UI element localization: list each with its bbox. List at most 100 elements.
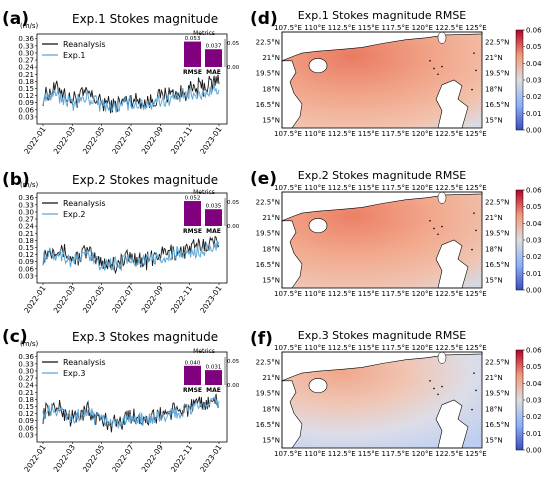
y-tick-label: 0.36 — [18, 194, 34, 202]
metrics-title: Metrics — [193, 30, 215, 37]
metrics-tick-label: 0.05 — [227, 359, 240, 365]
land-luzon — [435, 79, 469, 129]
colorbar-tick-label: 0.00 — [526, 287, 542, 295]
panel-letter: (e) — [250, 169, 277, 189]
metrics-tick-label: 0.00 — [227, 224, 240, 230]
island-marker — [475, 69, 477, 72]
lat-tick-label-right: 15°N — [485, 277, 503, 285]
panel-letter: (f) — [250, 329, 273, 349]
lon-tick-label-top: 120°E — [412, 344, 433, 352]
island-marker — [475, 229, 477, 232]
land-luzon — [435, 399, 469, 449]
y-tick-label: 0.03 — [18, 431, 34, 439]
lon-tick-label-top: 117.5°E — [381, 24, 409, 32]
colorbar-tick-label: 0.02 — [526, 413, 542, 421]
colorbar-tick-label: 0.03 — [526, 397, 542, 405]
island-marker — [441, 385, 443, 388]
x-tick-label: 2022-07 — [110, 284, 135, 315]
y-tick-label: 0.21 — [18, 71, 34, 79]
lon-tick-label-bottom: 117.5°E — [381, 130, 409, 138]
y-tick-label: 0.30 — [18, 367, 34, 375]
lon-tick-label-bottom: 115°E — [358, 130, 379, 138]
lon-tick-label-bottom: 107.5°E — [274, 130, 302, 138]
lon-tick-label-top: 117.5°E — [381, 344, 409, 352]
line-panel-2: (b) Exp.2 Stokes magnitude(m/s)0.360.330.… — [2, 170, 240, 315]
island-marker — [471, 88, 473, 91]
x-tick-label: 2022-01 — [22, 284, 47, 315]
map-frame — [281, 31, 483, 129]
land-hainan — [308, 218, 328, 234]
land-luzon — [435, 239, 469, 289]
y-unit-label: (m/s) — [20, 181, 39, 189]
lat-tick-label-right: 19.5°N — [485, 390, 509, 398]
lon-tick-label-top: 122.5°E — [435, 24, 463, 32]
y-tick-label: 0.36 — [18, 35, 34, 43]
lon-tick-label-bottom: 115°E — [358, 450, 379, 458]
legend-label: Reanalysis — [63, 358, 106, 367]
y-tick-label: 0.18 — [18, 78, 34, 86]
island-marker — [473, 372, 475, 374]
colorbar-tick-label: 0.04 — [526, 220, 542, 228]
lon-tick-label-bottom: 122.5°E — [435, 450, 463, 458]
x-tick-label: 2022-09 — [140, 284, 165, 315]
island-marker — [433, 67, 435, 70]
x-tick-label: 2022-05 — [81, 284, 106, 315]
lat-tick-label-left: 18°N — [262, 245, 280, 253]
colorbar-tick-label: 0.03 — [526, 237, 542, 245]
lat-tick-label-right: 19.5°N — [485, 230, 509, 238]
colorbar — [515, 189, 524, 291]
x-tick-label: 2022-07 — [110, 125, 135, 156]
colorbar — [515, 349, 524, 451]
y-tick-label: 0.27 — [18, 57, 34, 65]
metric-category-label: RMSE — [183, 387, 202, 394]
y-tick-label: 0.27 — [18, 375, 34, 383]
lon-tick-label-top: 107.5°E — [274, 184, 302, 192]
plot-frame — [36, 192, 228, 284]
lat-tick-label-right: 18°N — [485, 405, 503, 413]
lat-tick-label-right: 21°N — [485, 214, 503, 222]
metric-bar-mae — [205, 209, 222, 226]
island-marker — [441, 225, 443, 228]
y-tick-label: 0.03 — [18, 272, 34, 280]
lon-tick-label-bottom: 117.5°E — [381, 290, 409, 298]
y-tick-label: 0.09 — [18, 258, 34, 266]
lon-tick-label-bottom: 110°E — [304, 130, 325, 138]
metric-category-label: RMSE — [183, 69, 202, 76]
panel-letter: (a) — [2, 9, 29, 29]
y-tick-label: 0.12 — [18, 251, 34, 259]
lat-tick-label-right: 21°N — [485, 54, 503, 62]
metric-value-label: 0.052 — [185, 196, 201, 202]
colorbar-tick-label: 0.06 — [526, 187, 542, 195]
lon-tick-label-bottom: 110°E — [304, 290, 325, 298]
metric-category-label: MAE — [206, 387, 221, 394]
y-tick-label: 0.33 — [18, 360, 34, 368]
lon-tick-label-top: 125°E — [465, 24, 486, 32]
lat-tick-label-right: 22.5°N — [485, 359, 509, 367]
x-tick-label: 2023-01 — [198, 125, 223, 156]
legend-label: Exp.1 — [63, 51, 86, 60]
land-mainland — [281, 191, 483, 222]
lat-tick-label-left: 19.5°N — [256, 390, 280, 398]
lon-tick-label-bottom: 122.5°E — [435, 290, 463, 298]
x-tick-label: 2022-03 — [52, 443, 77, 474]
lon-tick-label-bottom: 117.5°E — [381, 450, 409, 458]
y-tick-label: 0.09 — [18, 99, 34, 107]
island-marker — [437, 393, 439, 396]
lon-tick-label-bottom: 120°E — [412, 450, 433, 458]
y-tick-label: 0.33 — [18, 201, 34, 209]
lat-tick-label-left: 21°N — [262, 214, 280, 222]
lon-tick-label-bottom: 125°E — [465, 130, 486, 138]
lat-tick-label-right: 18°N — [485, 245, 503, 253]
island-marker — [437, 73, 439, 76]
metrics-tick-label: 0.05 — [227, 200, 240, 206]
colorbar-tick-label: 0.00 — [526, 127, 542, 135]
lat-tick-label-left: 16.5°N — [256, 261, 280, 269]
lat-tick-label-right: 21°N — [485, 374, 503, 382]
y-tick-label: 0.27 — [18, 216, 34, 224]
plot-frame — [36, 351, 228, 443]
lat-tick-label-right: 18°N — [485, 85, 503, 93]
island-marker — [429, 380, 431, 382]
x-tick-label: 2022-07 — [110, 443, 135, 474]
y-tick-label: 0.12 — [18, 92, 34, 100]
lon-tick-label-bottom: 107.5°E — [274, 290, 302, 298]
